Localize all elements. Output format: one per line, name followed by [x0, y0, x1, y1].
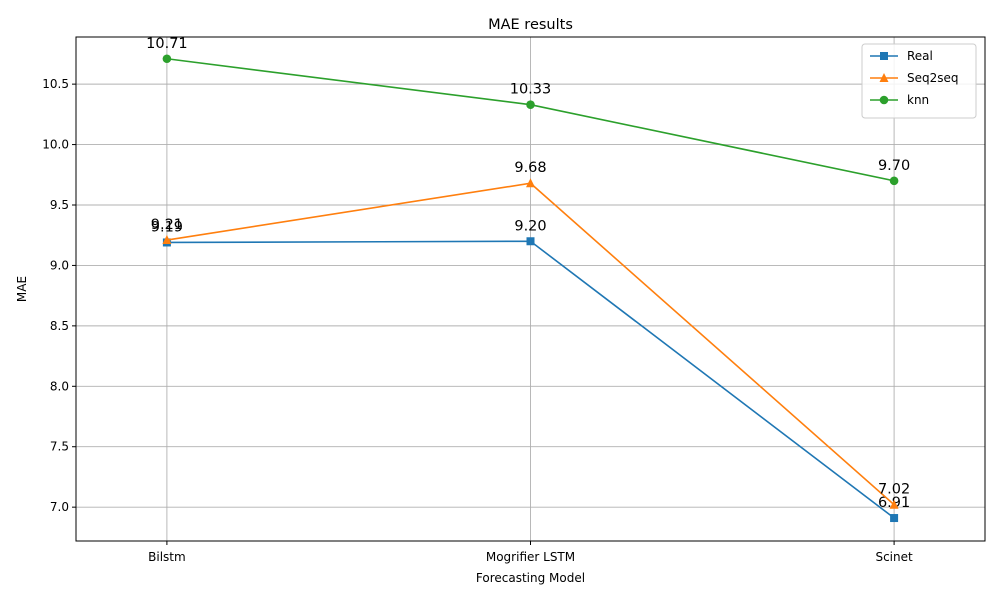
y-tick-label: 8.5 — [50, 319, 69, 333]
legend-marker-seq2seq — [879, 73, 889, 82]
data-label-real: 9.19 — [151, 219, 183, 235]
y-tick-label: 7.5 — [50, 440, 69, 454]
data-label-knn: 9.70 — [878, 158, 910, 174]
x-axis-title: Forecasting Model — [476, 571, 585, 585]
data-point-knn — [162, 54, 172, 64]
data-point-seq2seq — [526, 178, 535, 188]
x-tick-label: Scinet — [875, 550, 913, 564]
legend-label-seq2seq: Seq2seq — [907, 71, 959, 85]
chart-title: MAE results — [488, 17, 573, 33]
data-label-seq2seq: 9.21 — [151, 217, 183, 233]
y-tick-label: 9.0 — [50, 258, 69, 272]
data-point-knn — [889, 176, 899, 186]
x-tick-label: Mogrifier LSTM — [486, 550, 575, 564]
data-point-real — [890, 514, 899, 523]
data-label-knn: 10.33 — [510, 82, 552, 98]
legend-label-knn: knn — [907, 93, 929, 107]
legend-label-real: Real — [907, 49, 933, 63]
y-tick-label: 9.5 — [50, 198, 69, 212]
y-tick-label: 10.5 — [42, 77, 69, 91]
data-label-knn: 10.71 — [146, 36, 188, 52]
x-tick-label: Bilstm — [148, 550, 186, 564]
data-point-real — [526, 237, 535, 246]
legend-marker-real — [880, 52, 888, 60]
data-label-seq2seq: 7.02 — [878, 482, 910, 498]
legend-marker-knn — [879, 95, 889, 105]
y-tick-label: 10.0 — [42, 138, 69, 152]
data-point-seq2seq — [162, 235, 172, 245]
data-label-seq2seq: 9.68 — [514, 160, 546, 176]
data-label-real: 9.20 — [514, 218, 546, 234]
data-point-seq2seq — [889, 499, 899, 509]
y-axis-title: MAE — [15, 276, 29, 302]
data-point-knn — [526, 100, 535, 109]
y-tick-label: 7.0 — [50, 500, 69, 514]
y-tick-label: 8.0 — [50, 379, 69, 393]
